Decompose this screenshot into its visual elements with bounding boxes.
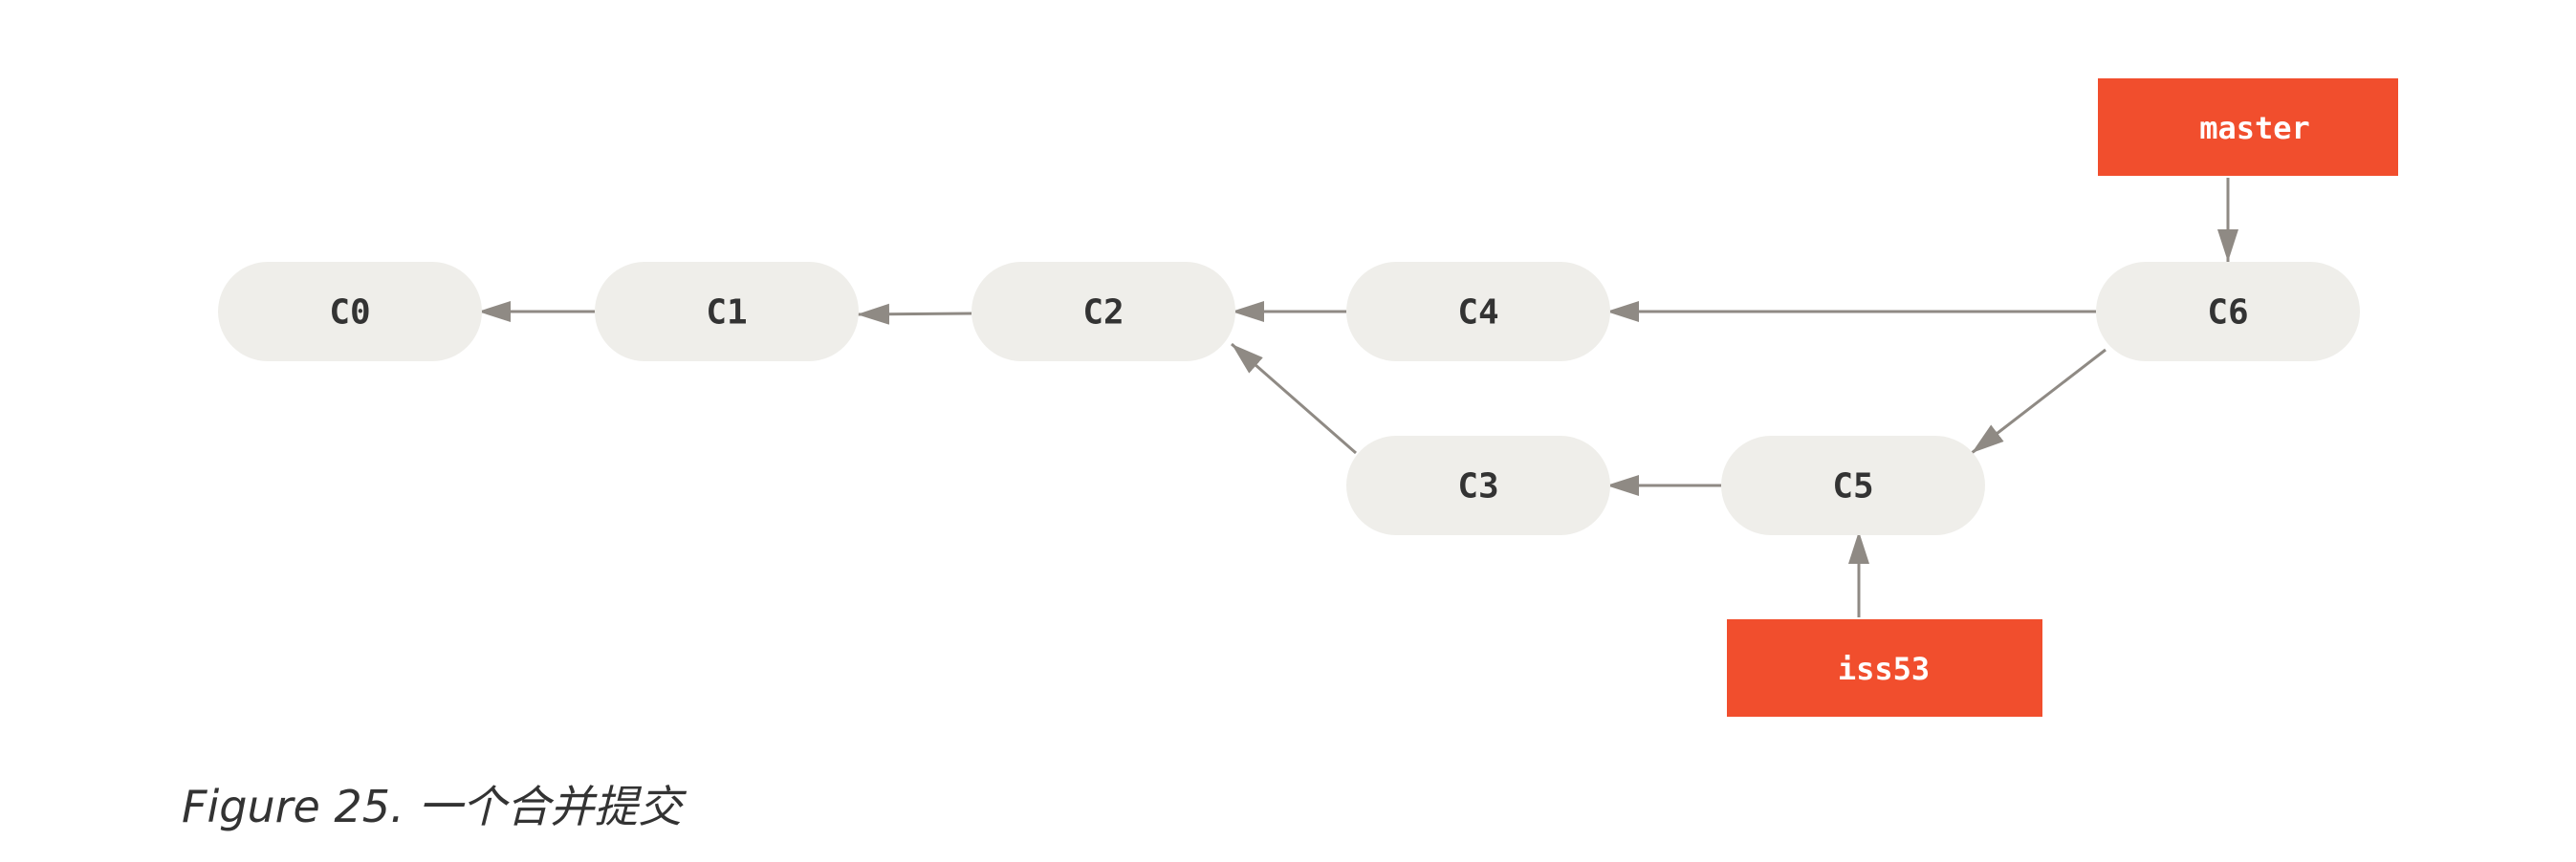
branch-iss53-label: iss53 [1838, 651, 1930, 687]
edge-c3-to-c2 [1231, 342, 1357, 455]
commit-c3-label: C3 [1457, 467, 1498, 506]
commit-c6-label: C6 [2207, 293, 2248, 333]
commit-c2: C2 [971, 262, 1235, 361]
commit-c1-label: C1 [706, 293, 747, 333]
commit-c4-label: C4 [1457, 293, 1498, 333]
commit-c0-label: C0 [329, 293, 370, 333]
commit-c2-label: C2 [1082, 293, 1124, 333]
edge-c2-to-c1 [856, 303, 972, 325]
figure-caption: Figure 25. 一个合并提交 [182, 781, 683, 832]
commit-c0: C0 [218, 262, 482, 361]
commit-c3: C3 [1346, 436, 1610, 535]
commit-c4: C4 [1346, 262, 1610, 361]
commit-c6: C6 [2096, 262, 2360, 361]
commit-graph: C0 C1 C2 C4 C6 C3 C5 master iss53 [218, 78, 2398, 717]
branch-master-label: master [2199, 110, 2310, 146]
commit-c1: C1 [595, 262, 859, 361]
commit-c5: C5 [1721, 436, 1985, 535]
edge-c6-to-c5 [1971, 348, 2107, 455]
branch-iss53: iss53 [1727, 619, 2042, 717]
branch-master: master [2098, 78, 2398, 176]
commit-c5-label: C5 [1832, 467, 1873, 506]
